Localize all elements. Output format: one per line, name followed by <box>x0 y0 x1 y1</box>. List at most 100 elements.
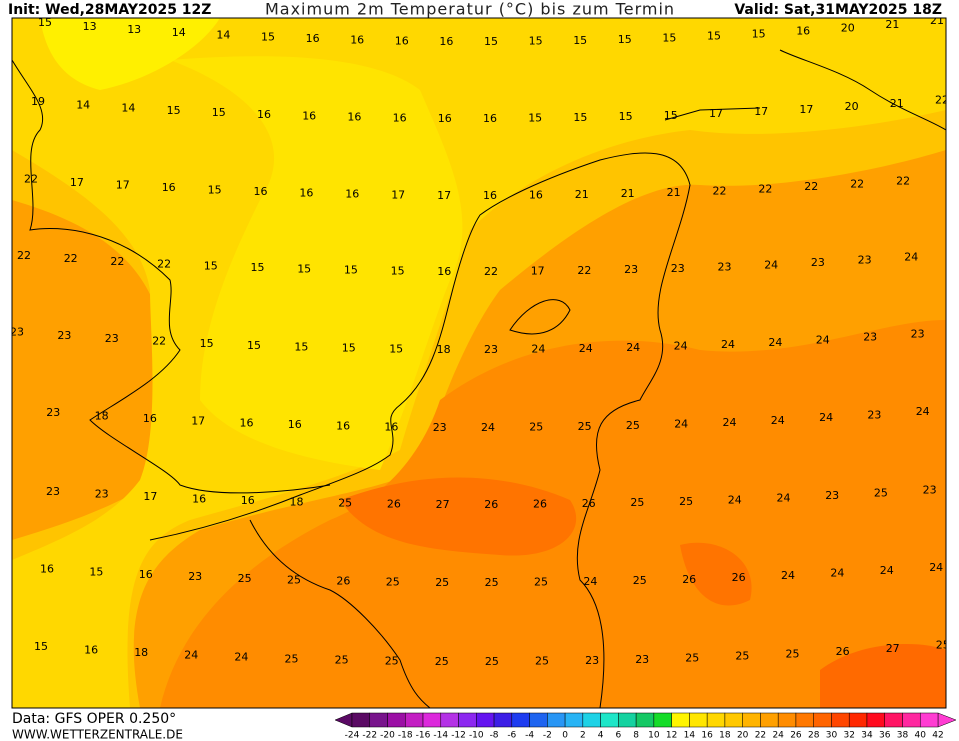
temp-label: 15 <box>342 342 356 355</box>
colorbar-label: -12 <box>451 731 466 741</box>
temp-label: 14 <box>76 98 90 111</box>
temp-label: 15 <box>34 640 48 653</box>
temp-label: 16 <box>384 420 398 433</box>
field-hot-3 <box>820 644 946 708</box>
temp-label: 25 <box>633 574 647 587</box>
temp-label: 16 <box>40 562 54 575</box>
temp-label: 17 <box>709 107 723 120</box>
temp-label: 23 <box>585 654 599 667</box>
colorbar-swatch <box>831 712 850 728</box>
init-label: Init: Wed,28MAY2025 12Z <box>8 2 211 18</box>
temp-label: 15 <box>247 339 261 352</box>
temp-label: 25 <box>626 419 640 432</box>
temp-label: 16 <box>240 417 254 430</box>
colorbar-swatch <box>422 712 442 728</box>
temp-label: 24 <box>579 342 593 355</box>
colorbar-label: 16 <box>701 731 713 741</box>
temp-label: 23 <box>671 262 685 275</box>
temp-label: 15 <box>662 31 676 44</box>
colorbar-label: -24 <box>345 731 360 741</box>
coastline-uk <box>12 59 331 494</box>
temp-label: 24 <box>674 340 688 353</box>
colorbar-label: 14 <box>684 731 696 741</box>
temp-label: 25 <box>679 495 693 508</box>
temp-label: 16 <box>257 108 271 121</box>
temp-label: 26 <box>336 575 350 588</box>
temp-label: 27 <box>436 498 450 511</box>
temp-label: 16 <box>306 32 320 45</box>
temp-label: 27 <box>886 642 900 655</box>
temp-label: 25 <box>386 575 400 588</box>
temp-label: 17 <box>191 415 205 428</box>
site-url: WWW.WETTERZENTRALE.DE <box>12 728 183 741</box>
temp-label: 24 <box>929 561 943 574</box>
temp-label: 25 <box>735 650 749 663</box>
temp-label: 25 <box>285 652 299 665</box>
temp-label: 23 <box>105 332 119 345</box>
temp-label: 16 <box>241 494 255 507</box>
temp-label: 15 <box>167 104 181 117</box>
temp-label: 24 <box>904 251 918 264</box>
colorbar-label: 34 <box>861 731 873 741</box>
colorbar-arrow-left <box>334 712 353 728</box>
colorbar-label: -16 <box>416 731 431 741</box>
colorbar-swatch <box>919 712 939 728</box>
temp-label: 25 <box>485 576 499 589</box>
colorbar-swatch <box>884 712 903 728</box>
temp-label: 24 <box>771 414 785 427</box>
temp-label: 21 <box>667 186 681 199</box>
colorbar-swatch <box>689 712 708 728</box>
temp-label: 18 <box>95 409 109 422</box>
temp-label: 14 <box>121 101 135 114</box>
temp-label: 13 <box>83 20 97 33</box>
colorbar-swatch <box>866 712 885 728</box>
temp-label: 25 <box>435 576 449 589</box>
colorbar-label: -4 <box>525 731 534 741</box>
temp-label: 26 <box>484 498 498 511</box>
temp-label: 23 <box>433 421 447 434</box>
colorbar-label: -18 <box>398 731 413 741</box>
colorbar-swatch <box>493 712 513 728</box>
colorbar-swatch <box>813 712 832 728</box>
colorbar-swatch <box>777 712 797 728</box>
field-cool-core <box>40 18 220 90</box>
temp-label: 15 <box>391 264 405 277</box>
colorbar-label: 24 <box>772 731 784 741</box>
temp-label: 22 <box>577 264 591 277</box>
coastline-continent <box>149 152 691 708</box>
temp-label: 25 <box>529 421 543 434</box>
colorbar-swatch <box>671 712 690 728</box>
temp-label: 26 <box>533 498 547 511</box>
temp-label: 16 <box>162 181 176 194</box>
temp-label: 22 <box>24 173 38 186</box>
temp-label: 22 <box>935 94 949 107</box>
temp-label: 24 <box>721 338 735 351</box>
colorbar-label: 30 <box>826 731 838 741</box>
temp-label: 21 <box>621 187 635 200</box>
valid-label: Valid: Sat,31MAY2025 18Z <box>734 2 942 18</box>
colorbar-swatch <box>848 712 868 728</box>
colorbar-swatch <box>618 712 637 728</box>
temp-label: 25 <box>435 655 449 668</box>
temp-label: 16 <box>254 185 268 198</box>
temp-label: 15 <box>618 33 632 46</box>
temp-label: 15 <box>208 183 222 196</box>
temp-label: 24 <box>728 493 742 506</box>
temp-label: 26 <box>732 571 746 584</box>
temp-label: 16 <box>347 111 361 124</box>
temp-label: 18 <box>437 343 451 356</box>
colorbar-label: -22 <box>362 731 377 741</box>
temp-label: 24 <box>768 336 782 349</box>
colorbar-label: -2 <box>543 731 552 741</box>
colorbar-arrow-right <box>937 712 957 728</box>
temp-label: 23 <box>923 483 937 496</box>
temp-label: 16 <box>288 418 302 431</box>
temp-label: 25 <box>238 572 252 585</box>
temp-label: 20 <box>841 22 855 35</box>
temp-label: 16 <box>483 189 497 202</box>
temp-label: 25 <box>287 573 301 586</box>
temp-label: 15 <box>297 263 311 276</box>
coastline-detail <box>249 49 946 708</box>
temp-label: 16 <box>84 643 98 656</box>
temp-label: 15 <box>212 106 226 119</box>
